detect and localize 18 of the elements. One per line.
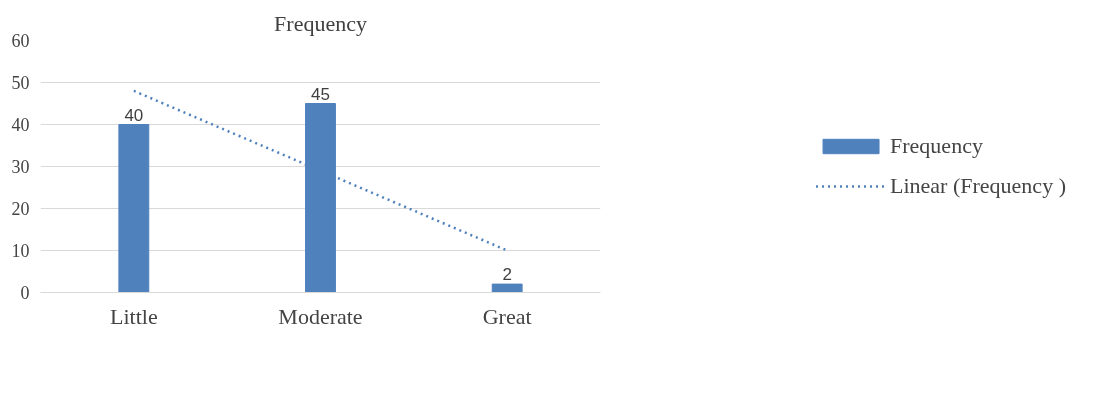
legend-label: Frequency [890, 133, 983, 159]
legend-label: Linear (Frequency ) [890, 173, 1066, 199]
y-tick-label: 40 [11, 115, 30, 135]
data-label: 45 [311, 84, 330, 104]
bar [118, 124, 150, 293]
x-tick-label: Little [110, 303, 158, 329]
chart-title: Frequency [274, 10, 367, 36]
data-label: 40 [124, 105, 144, 125]
bar [491, 283, 523, 293]
y-tick-label: 0 [20, 283, 30, 303]
x-tick-label: Moderate [278, 303, 363, 329]
y-tick-label: 30 [11, 157, 30, 177]
x-tick-label: Great [482, 303, 532, 329]
y-tick-label: 20 [11, 199, 30, 219]
y-tick-label: 10 [11, 241, 30, 261]
y-tick-label: 60 [11, 31, 30, 51]
data-label: 2 [502, 265, 512, 285]
y-tick-label: 50 [11, 73, 30, 93]
